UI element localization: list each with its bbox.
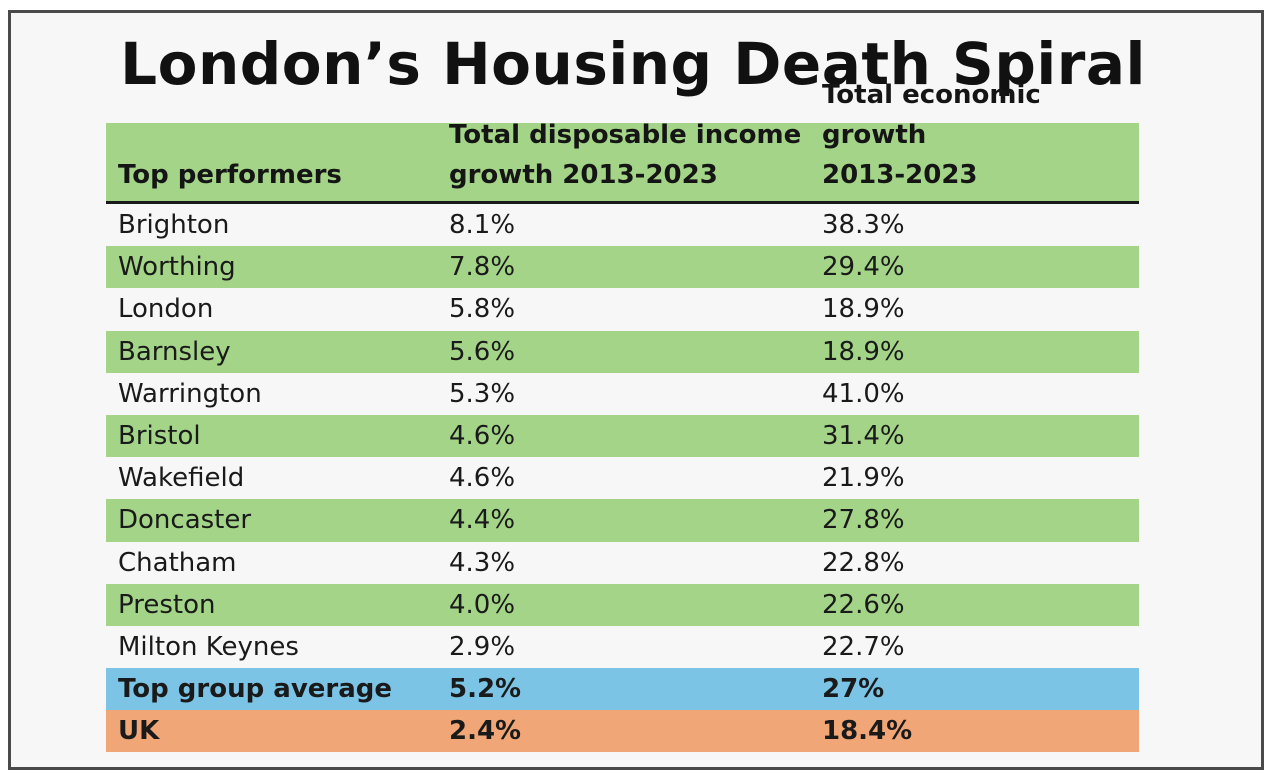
row-income: 5.6% [449,336,516,367]
header-economic-growth-line1: Total economic growth [822,80,1041,150]
average-label: Top group average [118,674,393,705]
page-title: London’s Housing Death Spiral [120,30,1146,98]
row-economic: 18.9% [822,294,905,325]
header-disposable-income: Total disposable income growth 2013-2023 [449,115,801,195]
row-place: Bristol [118,420,201,451]
row-economic: 29.4% [822,252,905,283]
row-economic: 22.7% [822,631,905,662]
row-economic: 22.8% [822,547,905,578]
row-income: 5.8% [449,294,516,325]
row-place: Barnsley [118,336,231,367]
uk-row: UK 2.4% 18.4% [106,710,1139,753]
row-place: Preston [118,589,216,620]
performance-table: Top performers Total disposable income g… [106,80,1139,753]
row-economic: 21.9% [822,463,905,494]
table-row: Barnsley 5.6% 18.9% [106,330,1139,373]
row-income: 8.1% [449,210,516,240]
row-place: Doncaster [118,505,252,536]
row-income: 5.3% [449,378,516,409]
row-place: Warrington [118,378,262,409]
row-economic: 41.0% [822,378,905,409]
row-place: Brighton [118,210,230,240]
row-economic: 18.9% [822,336,905,367]
row-income: 4.6% [449,420,516,451]
row-place: London [118,294,214,325]
table-row: Wakefield 4.6% 21.9% [106,457,1139,500]
header-economic-growth-line2: 2013-2023 [822,160,978,190]
table-row: Brighton 8.1% 38.3% [106,204,1139,247]
header-top-performers: Top performers [118,160,342,190]
table-row: Chatham 4.3% 22.8% [106,541,1139,584]
average-economic: 27% [822,674,885,705]
row-economic: 22.6% [822,589,905,620]
row-place: Chatham [118,547,237,578]
uk-economic: 18.4% [822,716,913,747]
row-place: Wakefield [118,463,245,494]
row-income: 7.8% [449,252,516,283]
row-income: 4.0% [449,589,516,620]
average-income: 5.2% [449,674,522,705]
row-place: Worthing [118,252,236,283]
header-disposable-income-line2: growth 2013-2023 [449,160,718,190]
row-economic: 27.8% [822,505,905,536]
table-row: Preston 4.0% 22.6% [106,583,1139,626]
table-frame: London’s Housing Death Spiral Top perfor… [8,10,1264,770]
row-place: Milton Keynes [118,631,299,662]
uk-label: UK [118,716,160,747]
table-row: Bristol 4.6% 31.4% [106,414,1139,458]
row-income: 2.9% [449,631,516,662]
header-disposable-income-line1: Total disposable income [449,120,802,150]
table-row: Worthing 7.8% 29.4% [106,246,1139,289]
table-row: Doncaster 4.4% 27.8% [106,499,1139,542]
table-row: London 5.8% 18.9% [106,288,1139,331]
row-income: 4.3% [449,547,516,578]
table-header: Top performers Total disposable income g… [106,80,1139,204]
row-economic: 38.3% [822,210,905,240]
header-economic-growth: Total economic growth 2013-2023 [822,75,1139,195]
table-row: Milton Keynes 2.9% 22.7% [106,625,1139,669]
row-economic: 31.4% [822,420,905,451]
uk-income: 2.4% [449,716,522,747]
table-row: Warrington 5.3% 41.0% [106,372,1139,415]
row-income: 4.6% [449,463,516,494]
row-income: 4.4% [449,505,516,536]
top-group-average-row: Top group average 5.2% 27% [106,668,1139,711]
